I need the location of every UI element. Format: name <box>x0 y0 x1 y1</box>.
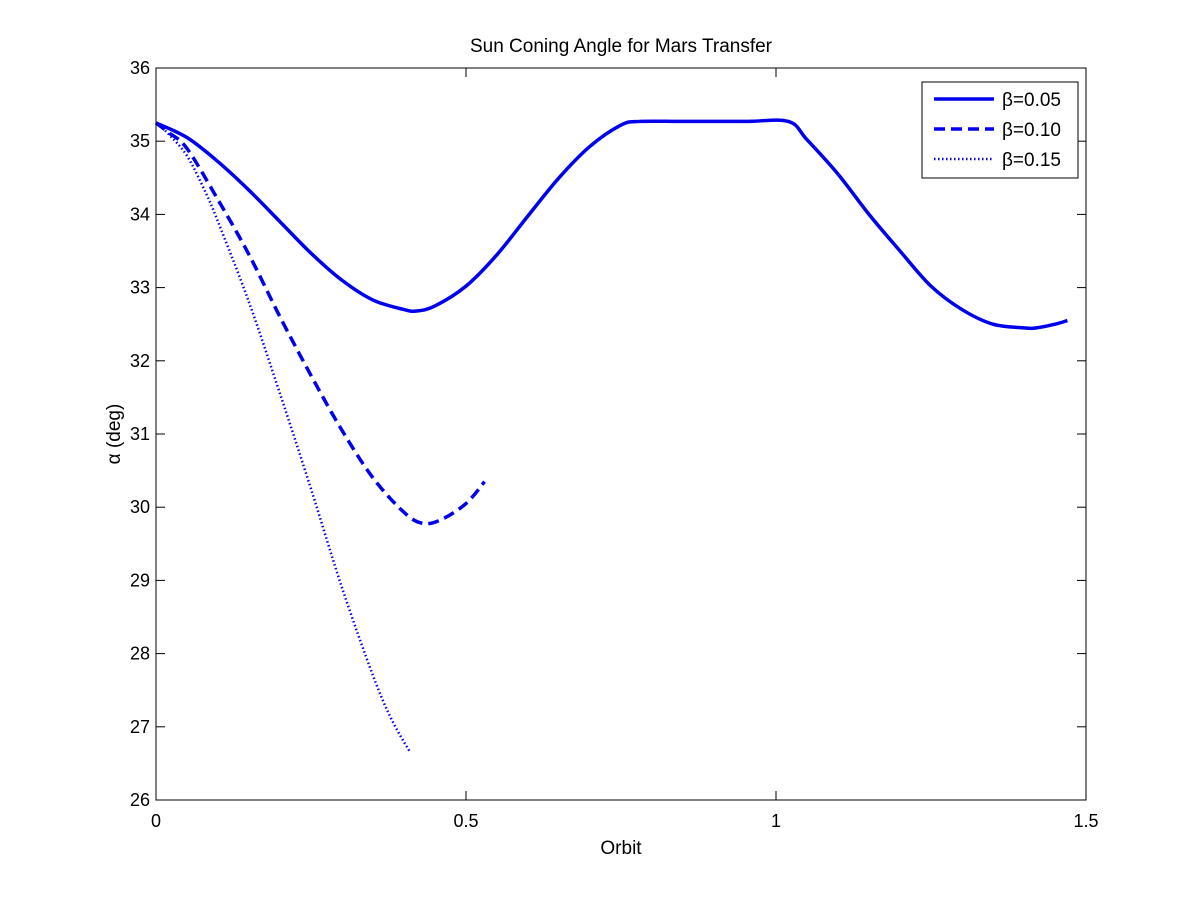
series-line <box>154 121 486 526</box>
series-line <box>155 118 1068 331</box>
x-tick-label: 1 <box>771 811 781 831</box>
plot-area <box>156 68 1086 800</box>
y-tick-label: 30 <box>130 497 150 517</box>
y-tick-label: 35 <box>130 131 150 151</box>
series-line <box>155 121 412 754</box>
series-dotted <box>155 121 412 754</box>
y-axis-title: α (deg) <box>104 404 125 465</box>
y-tick-label: 32 <box>130 351 150 371</box>
legend-label: β=0.10 <box>1002 120 1061 141</box>
y-tick-label: 34 <box>130 204 150 224</box>
y-tick-label: 36 <box>130 58 150 78</box>
y-tick-label: 29 <box>130 570 150 590</box>
axes-background <box>156 68 1086 800</box>
series-layer <box>154 118 1068 754</box>
ticks-layer: 0 0.5 1 1.5 26 27 28 29 30 31 32 33 34 35 36 <box>130 58 1099 831</box>
x-tick-label: 1.5 <box>1073 811 1098 831</box>
series-solid <box>155 118 1068 331</box>
x-tick-label: 0.5 <box>453 811 478 831</box>
y-tick-label: 27 <box>130 717 150 737</box>
legend: β=0.05 β=0.10 β=0.15 <box>921 81 1079 179</box>
legend-label: β=0.15 <box>1002 150 1061 171</box>
y-tick-label: 31 <box>130 424 150 444</box>
y-tick-label: 26 <box>130 790 150 810</box>
x-axis-title: Orbit <box>600 838 642 859</box>
chart-title: Sun Coning Angle for Mars Transfer <box>470 36 773 57</box>
series-dashed <box>154 121 486 526</box>
y-tick-label: 28 <box>130 644 150 664</box>
x-tick-label: 0 <box>151 811 161 831</box>
y-tick-label: 33 <box>130 278 150 298</box>
legend-label: β=0.05 <box>1002 90 1061 111</box>
